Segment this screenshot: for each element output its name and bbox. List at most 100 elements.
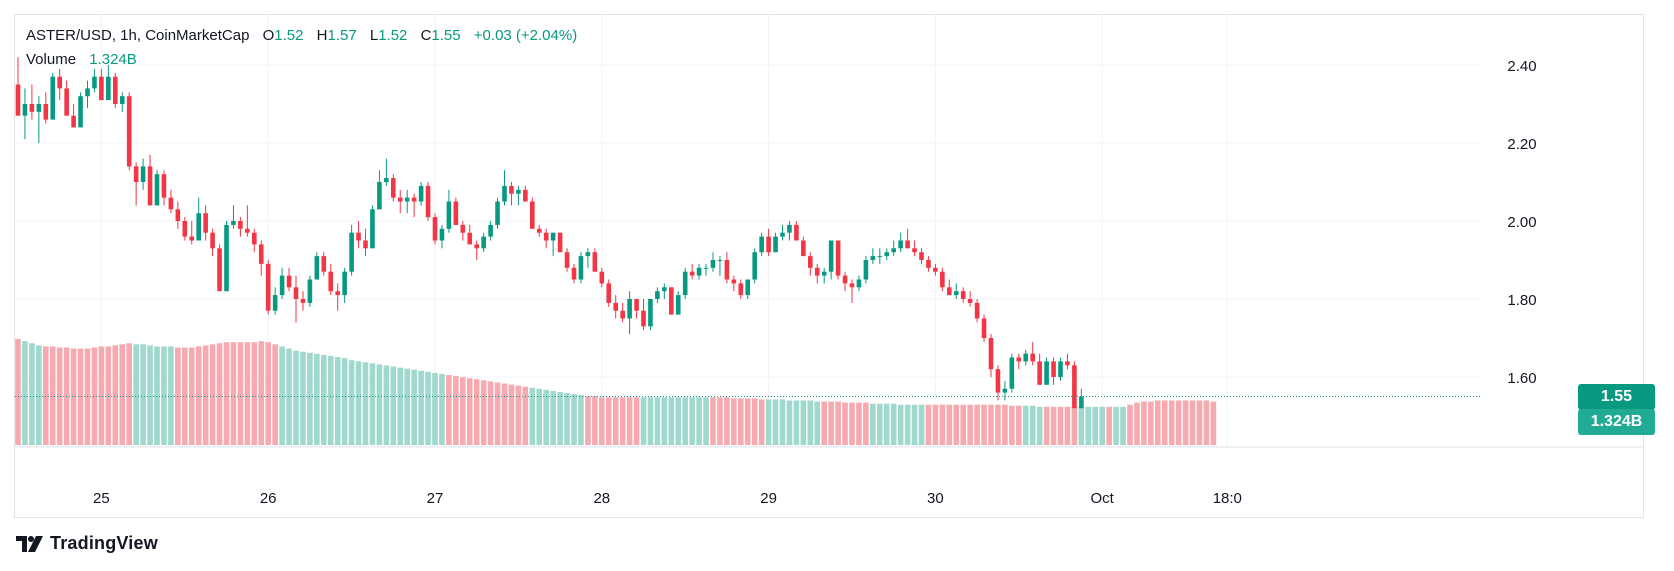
- candle-body: [1009, 357, 1015, 389]
- volume-bar: [717, 397, 723, 445]
- candle-body: [217, 248, 222, 292]
- volume-bar: [599, 397, 605, 445]
- open-label: O: [262, 27, 275, 44]
- time-axis[interactable]: 25 26 27 28 29 30 Oct 18:0: [15, 446, 1643, 507]
- candle-body: [536, 228, 542, 233]
- candle-body: [1002, 388, 1008, 393]
- candle-body: [821, 271, 827, 276]
- candle-body: [342, 271, 347, 296]
- volume-bar: [390, 366, 397, 445]
- volume-bar: [696, 397, 702, 445]
- candle-body: [238, 221, 243, 229]
- volume-bar: [348, 360, 355, 445]
- volume-bar: [953, 404, 960, 445]
- volume-bar: [849, 402, 855, 445]
- candle-body: [36, 104, 42, 112]
- candle-body: [620, 310, 625, 319]
- volume-bar: [453, 376, 459, 445]
- candle-body: [78, 96, 83, 128]
- candle-body: [377, 182, 382, 210]
- price-axis[interactable]: 1.60 1.80 2.00 2.20 2.40: [1507, 58, 1536, 387]
- volume-bar: [863, 402, 869, 445]
- candle-body: [655, 291, 660, 299]
- candle-body: [752, 252, 757, 280]
- tradingview-logo[interactable]: TradingView: [16, 533, 158, 554]
- candle-body: [849, 283, 855, 288]
- volume-bar: [244, 342, 251, 445]
- candle-body: [307, 279, 313, 303]
- volume-bar: [626, 397, 633, 445]
- candle-body: [356, 232, 361, 241]
- volume-bar: [988, 404, 994, 445]
- volume-bar: [29, 343, 35, 445]
- candle-body: [995, 369, 1001, 393]
- volume-bar: [772, 399, 779, 445]
- volume-bar: [557, 392, 563, 445]
- candle-body: [592, 252, 598, 272]
- volume-bar: [43, 346, 49, 445]
- candle-body: [99, 76, 104, 101]
- candle-body: [926, 260, 931, 268]
- candle-body: [175, 209, 181, 221]
- candle-body: [300, 299, 306, 303]
- candle-body: [738, 283, 744, 296]
- volume-bar: [1141, 401, 1147, 445]
- candle-body: [418, 185, 424, 202]
- candle-body: [182, 221, 188, 237]
- volume-bar: [710, 397, 716, 445]
- candle-body: [974, 302, 980, 319]
- candle-body: [856, 279, 862, 288]
- time-tick-label: 18:0: [1213, 490, 1242, 507]
- candle-body: [1065, 361, 1070, 366]
- candle-body: [425, 185, 431, 218]
- candle-body: [57, 76, 62, 89]
- volume-bar: [946, 404, 953, 445]
- volume-bar: [1175, 400, 1182, 445]
- candle-body: [703, 267, 709, 269]
- candle-body: [641, 310, 646, 327]
- volume-bar: [1182, 400, 1189, 445]
- candle-body: [224, 224, 229, 292]
- chart-frame[interactable]: [14, 14, 1644, 518]
- volume-bar: [738, 398, 744, 445]
- candle-body: [731, 279, 737, 284]
- volume-bar: [223, 342, 230, 445]
- candle-body: [92, 76, 97, 89]
- volume-bar: [661, 397, 668, 445]
- volume-bar: [501, 383, 508, 445]
- volume-bar: [22, 341, 28, 445]
- candle-body: [745, 279, 751, 296]
- volume-bar: [362, 362, 369, 445]
- volume-bar: [1203, 400, 1210, 445]
- candle-body: [787, 224, 792, 233]
- volume-bar: [786, 400, 793, 445]
- volume-bar: [314, 353, 320, 445]
- volume-bar: [1016, 405, 1022, 445]
- low-label: L: [369, 27, 379, 44]
- candle-body: [196, 213, 201, 241]
- volume-bar: [1092, 406, 1099, 445]
- candle-body: [161, 174, 167, 198]
- candle-body: [905, 240, 910, 249]
- candle-body: [669, 287, 674, 315]
- volume-bar: [550, 390, 556, 445]
- volume-bar: [744, 398, 751, 445]
- volume-bar: [321, 354, 327, 445]
- volume-bar: [585, 396, 591, 445]
- candle-body: [689, 271, 695, 276]
- volume-label[interactable]: Volume: [26, 51, 77, 68]
- candle-body: [439, 228, 445, 241]
- candle-body: [71, 115, 76, 128]
- volume-bar: [807, 400, 814, 445]
- volume-bar: [432, 372, 438, 445]
- candle-body: [22, 104, 28, 116]
- candle-body: [15, 84, 21, 116]
- volume-bar: [508, 384, 515, 445]
- candle-body: [509, 185, 514, 194]
- candle-body: [523, 189, 528, 202]
- price-tick-label: 1.60: [1507, 370, 1536, 387]
- candle-body: [397, 197, 403, 202]
- time-tick-label: Oct: [1091, 490, 1115, 507]
- symbol-label[interactable]: ASTER/USD, 1h, CoinMarketCap: [26, 27, 250, 44]
